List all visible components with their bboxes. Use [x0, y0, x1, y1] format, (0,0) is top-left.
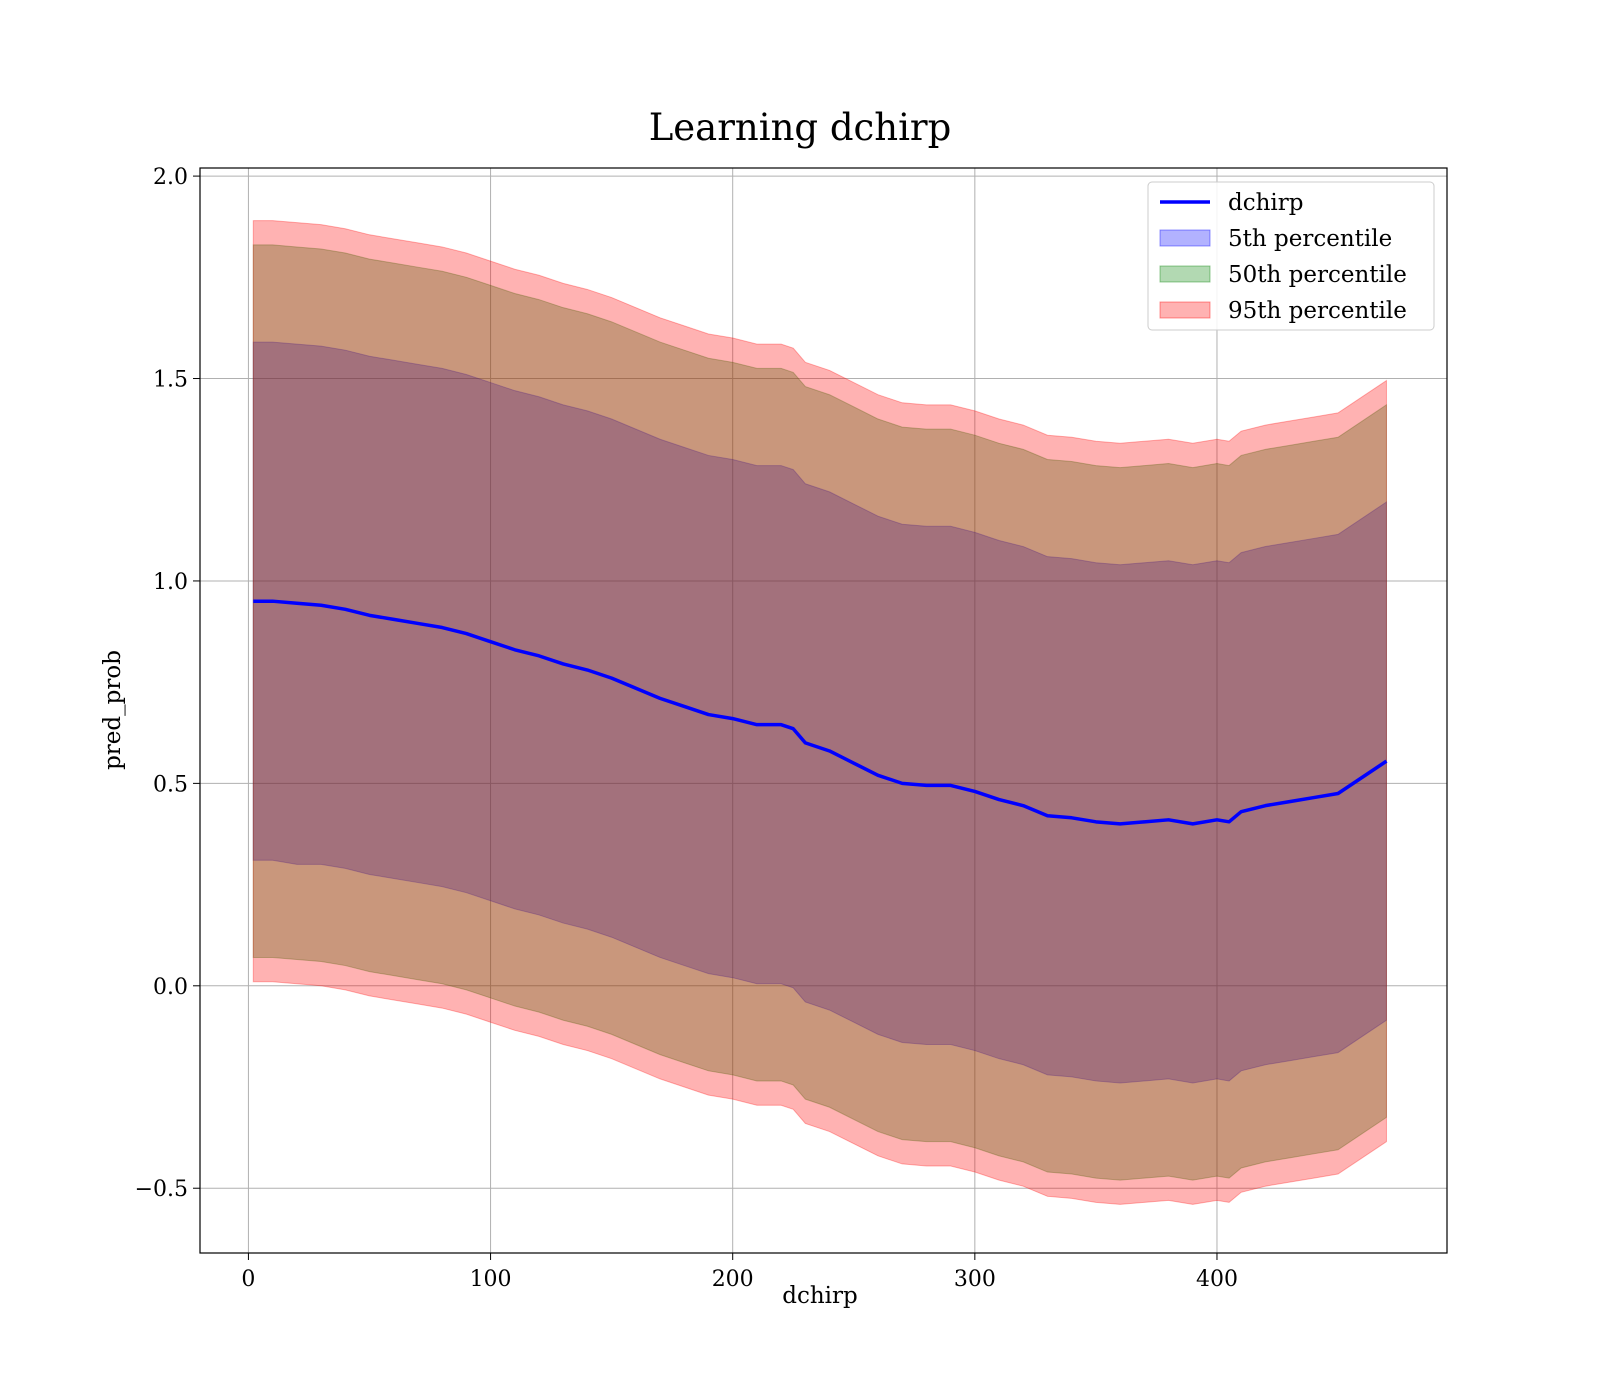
- legend-label: dchirp: [1228, 190, 1304, 216]
- legend-swatch: [1159, 265, 1211, 283]
- y-axis-label: pred_prob: [100, 650, 126, 770]
- legend-swatch: [1159, 301, 1211, 319]
- grid: [200, 168, 1447, 1253]
- band-5th-percentile: [252, 341, 1387, 1084]
- legend-label: 50th percentile: [1228, 262, 1407, 288]
- legend-swatch: [1159, 229, 1211, 247]
- y-tick-label: 1.5: [153, 368, 188, 393]
- legend-box: [1147, 181, 1435, 331]
- legend: dchirp 5th percentile 50th percentile 95th …: [1147, 181, 1435, 331]
- plot-frame: [199, 167, 1448, 1254]
- y-tick-label: −0.5: [135, 1177, 188, 1202]
- y-tick-label: 1.0: [153, 570, 188, 595]
- y-tick-label: 2.0: [153, 165, 188, 190]
- legend-label: 5th percentile: [1228, 226, 1392, 252]
- x-axis-label: dchirp: [782, 1283, 858, 1309]
- band-95th-percentile: [252, 220, 1387, 1205]
- y-tick-label: 0.5: [153, 772, 188, 797]
- legend-label: 95th percentile: [1228, 298, 1407, 324]
- x-tick-label: 200: [712, 1267, 754, 1292]
- percentile-bands: [252, 220, 1387, 1205]
- series-lines: [253, 599, 1388, 826]
- x-tick-label: 400: [1196, 1267, 1238, 1292]
- x-tick-label: 100: [470, 1267, 512, 1292]
- x-axis: 0 100 200 300 400: [241, 1253, 1238, 1292]
- band-50th-percentile: [252, 244, 1387, 1181]
- x-tick-label: 300: [954, 1267, 996, 1292]
- line-dchirp: [253, 599, 1388, 826]
- x-tick-label: 0: [241, 1267, 255, 1292]
- y-tick-label: 0.0: [153, 975, 188, 1000]
- y-axis: −0.5 0.0 0.5 1.0 1.5 2.0: [135, 165, 200, 1202]
- chart-title: Learning dchirp: [649, 106, 952, 149]
